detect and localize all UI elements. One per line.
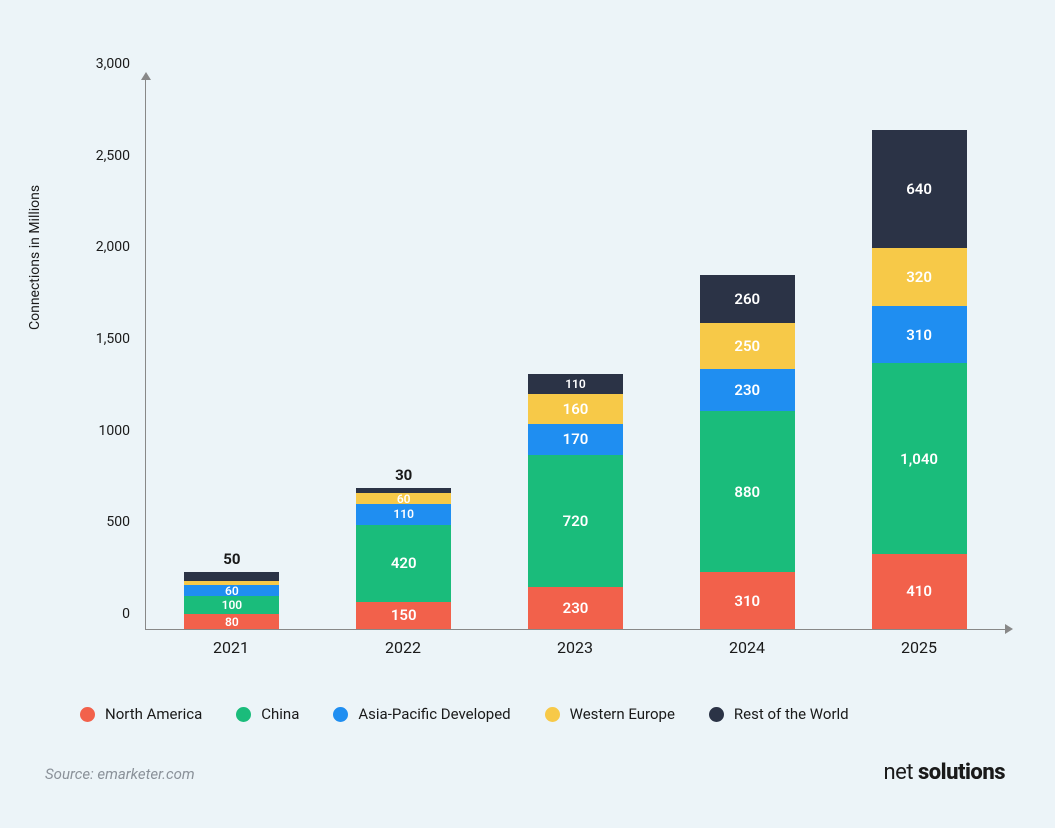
bar-value-label: 30: [395, 466, 412, 484]
bar-value-label: 110: [565, 377, 586, 391]
legend-dot-icon: [709, 707, 724, 722]
x-tick-label: 2021: [184, 638, 279, 657]
bar-segment: 250: [700, 323, 795, 369]
bar-value-label: 160: [563, 400, 589, 418]
bar-segment: 230: [700, 369, 795, 411]
x-tick-label: 2024: [700, 638, 795, 657]
legend-dot-icon: [545, 707, 560, 722]
brand-part1: net: [884, 760, 918, 785]
bar-value-label: 250: [734, 337, 760, 355]
brand-logo: net solutions: [884, 760, 1006, 785]
bar-value-label: 230: [734, 381, 760, 399]
y-tick-label: 1000: [45, 423, 130, 439]
bar-column: 80 10060 50: [184, 572, 279, 629]
bar-value-label: 110: [393, 507, 414, 521]
bar-value-label: 150: [391, 606, 417, 624]
bar-value-label: 420: [391, 554, 417, 572]
y-tick-label: 1,500: [45, 331, 130, 347]
brand-part2: solutions: [918, 760, 1005, 785]
x-tick-label: 2023: [528, 638, 623, 657]
bar-value-label: 320: [906, 268, 932, 286]
bar-segment: 1,040: [872, 363, 967, 554]
bar-segment: 310: [872, 306, 967, 363]
bar-segment: 110: [356, 504, 451, 524]
bar-segment: 640: [872, 130, 967, 247]
bar-value-label: 410: [906, 582, 932, 600]
bars-group: 8010060501504201106030230720170160110310…: [146, 80, 1005, 629]
bar-segment: 320: [872, 248, 967, 307]
bar-segment: 410: [872, 554, 967, 629]
bar-segment: 80: [184, 614, 279, 629]
bar-segment: 50: [184, 572, 279, 581]
x-axis-arrow-icon: [1005, 624, 1013, 634]
legend-item: China: [236, 705, 299, 723]
bar-segment: 260: [700, 275, 795, 323]
legend: North America China Asia-Pacific Developed…: [80, 705, 1000, 723]
bar-value-label: 170: [563, 430, 589, 448]
legend-label: Rest of the World: [734, 705, 849, 723]
bar-segment: [184, 581, 279, 585]
y-tick-label: 2,500: [45, 148, 130, 164]
y-tick-label: 0: [45, 606, 130, 622]
bar-segment: 60: [356, 493, 451, 504]
legend-label: Western Europe: [570, 705, 675, 723]
bar-value-label: 60: [397, 492, 411, 506]
y-tick-label: 2,000: [45, 239, 130, 255]
bar-value-label: 60: [225, 584, 239, 598]
bar-value-label: 310: [734, 592, 760, 610]
legend-item: Asia-Pacific Developed: [333, 705, 510, 723]
plot-area: 8010060501504201106030230720170160110310…: [145, 80, 1005, 630]
bar-segment: 110: [528, 374, 623, 394]
legend-item: Rest of the World: [709, 705, 849, 723]
bar-segment: 60: [184, 585, 279, 596]
bar-segment: 310: [700, 572, 795, 629]
legend-dot-icon: [333, 707, 348, 722]
legend-item: Western Europe: [545, 705, 675, 723]
bar-segment: 720: [528, 455, 623, 587]
bar-value-label: 880: [734, 483, 760, 501]
bar-column: 230 720 170 160 110: [528, 374, 623, 629]
bar-segment: 30: [356, 488, 451, 494]
bar-value-label: 50: [223, 550, 240, 568]
bar-segment: 150: [356, 602, 451, 630]
bar-value-label: 230: [563, 599, 589, 617]
bar-value-label: 80: [225, 615, 239, 629]
bar-value-label: 100: [222, 598, 243, 612]
legend-label: Asia-Pacific Developed: [358, 705, 510, 723]
bar-column: 310 880 230 250 260: [700, 275, 795, 629]
y-tick-label: 500: [45, 514, 130, 530]
bar-segment: 230: [528, 587, 623, 629]
legend-label: North America: [105, 705, 202, 723]
bar-segment: 100: [184, 596, 279, 614]
y-axis-label: Connections in Millions: [27, 185, 43, 330]
bar-value-label: 260: [734, 290, 760, 308]
bar-value-label: 720: [563, 512, 589, 530]
legend-label: China: [261, 705, 299, 723]
bar-segment: 170: [528, 424, 623, 455]
bar-column: 410 1,040 310 320 640: [872, 130, 967, 629]
bar-value-label: 1,040: [900, 450, 938, 468]
x-tick-label: 2022: [356, 638, 451, 657]
legend-dot-icon: [236, 707, 251, 722]
legend-dot-icon: [80, 707, 95, 722]
y-axis-arrow-icon: [141, 72, 151, 80]
legend-item: North America: [80, 705, 202, 723]
bar-segment: 420: [356, 525, 451, 602]
bar-value-label: 310: [906, 326, 932, 344]
x-tick-label: 2025: [872, 638, 967, 657]
bar-value-label: 640: [906, 180, 932, 198]
bar-segment: 160: [528, 394, 623, 423]
x-axis-labels: 2021 2022 2023 2024 2025: [145, 638, 1005, 657]
chart-container: Connections in Millions 050010001,5002,0…: [45, 60, 1010, 790]
source-text: Source: emarketer.com: [45, 765, 195, 783]
y-axis-ticks: 050010001,5002,0002,5003,000: [45, 80, 140, 630]
bar-segment: 880: [700, 411, 795, 572]
bar-column: 150 420 1106030: [356, 488, 451, 629]
y-tick-label: 3,000: [45, 56, 130, 72]
